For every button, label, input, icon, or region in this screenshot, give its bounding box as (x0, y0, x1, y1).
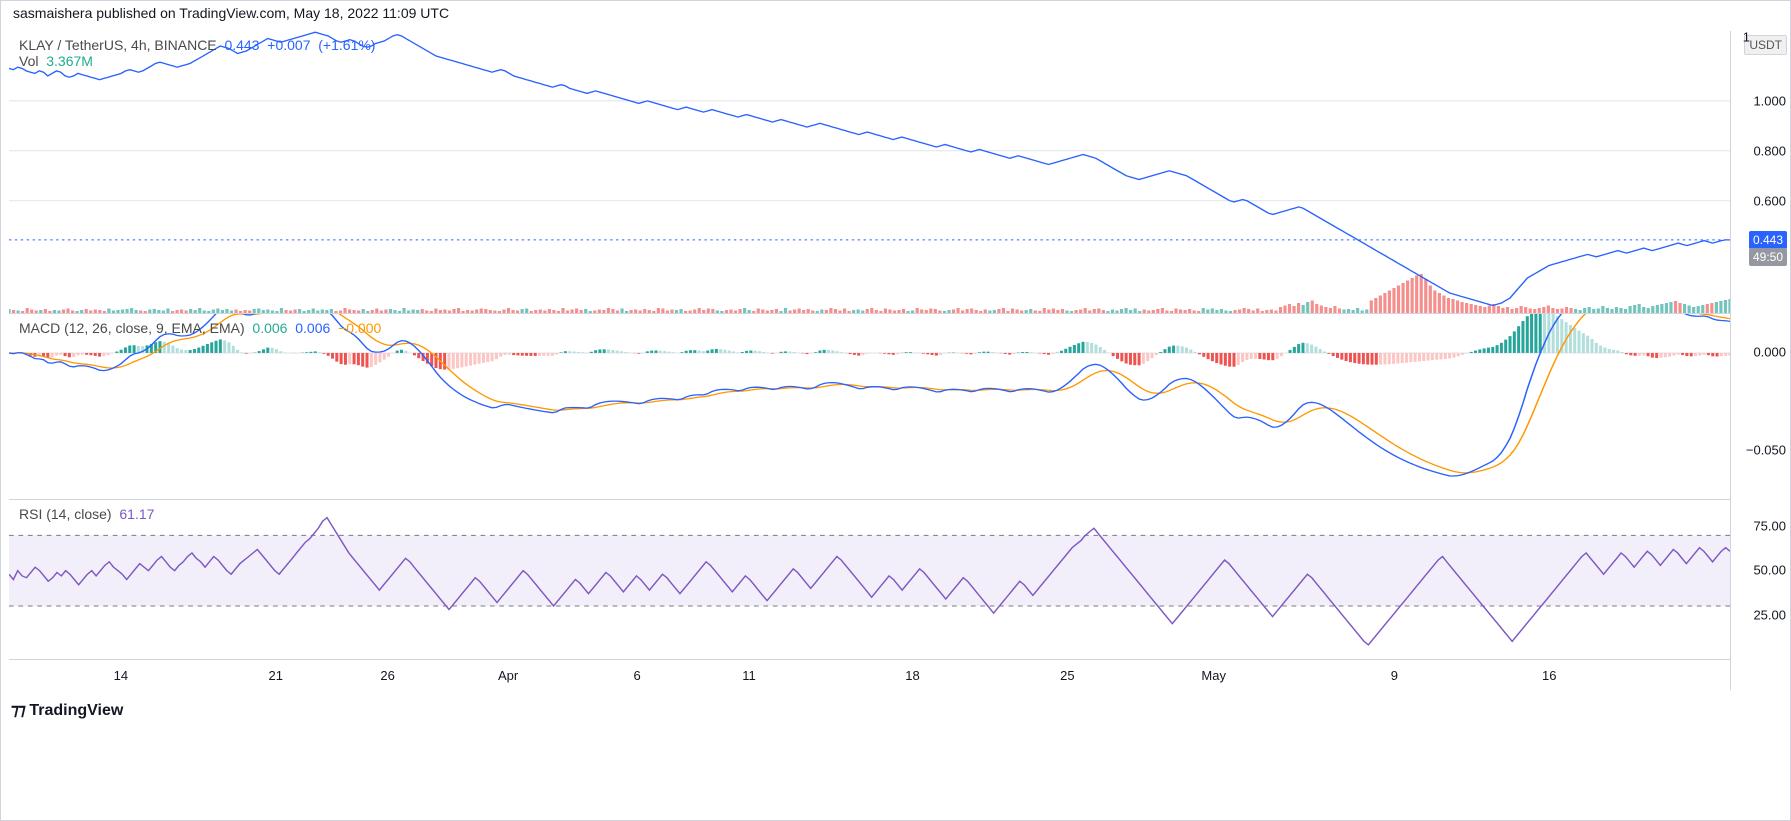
xtick: 11 (742, 668, 756, 683)
xtick: 14 (114, 668, 128, 683)
xtick: May (1201, 668, 1226, 683)
chart-container: sasmaishera published on TradingView.com… (0, 0, 1791, 821)
ytick: 1.000 (1753, 93, 1786, 108)
brand-label: TradingView (29, 702, 123, 719)
macd-val: 0.006 (295, 320, 330, 336)
ytick: 0.800 (1753, 143, 1786, 158)
unit-badge: USDT (1744, 35, 1787, 55)
price-chart-svg (9, 31, 1730, 313)
rsi-title: RSI (14, close) 61.17 (19, 506, 154, 522)
price-change-pct: (+1.61%) (318, 37, 375, 53)
vol-label: Vol (19, 53, 38, 69)
macd-title: MACD (12, 26, close, 9, EMA, EMA) 0.006 … (19, 320, 381, 336)
chart-panels[interactable]: KLAY / TetherUS, 4h, BINANCE 0.443 +0.00… (9, 31, 1730, 690)
ytick: 0.000 (1753, 345, 1786, 360)
ytick: 75.00 (1753, 518, 1786, 533)
xtick: 9 (1391, 668, 1398, 683)
ytick: 1 (1743, 30, 1750, 45)
ytick: 0.600 (1753, 193, 1786, 208)
xtick: 16 (1542, 668, 1556, 683)
tradingview-logo: ⁊⁊ TradingView (11, 700, 123, 720)
xtick: Apr (498, 668, 518, 683)
tv-icon: ⁊⁊ (11, 702, 25, 719)
published-header: sasmaishera published on TradingView.com… (1, 1, 1790, 25)
macd-label: MACD (12, 26, close, 9, EMA, EMA) (19, 320, 245, 336)
xtick: 21 (269, 668, 283, 683)
price-badge: 0.443 (1749, 231, 1787, 249)
rsi-chart-svg (9, 500, 1730, 659)
rsi-panel[interactable]: RSI (14, close) 61.17 (9, 499, 1730, 659)
last-price: 0.443 (224, 37, 259, 53)
ytick: 25.00 (1753, 607, 1786, 622)
macd-hist-val: 0.006 (252, 320, 287, 336)
xtick: 6 (634, 668, 641, 683)
y-axis: USDT 0.600 0.800 1.000 1 0.44349:50 0.000 −0.… (1730, 31, 1790, 690)
y-axis-rsi: 25.00 50.00 75.00 (1731, 499, 1790, 659)
vol-value: 3.367M (46, 53, 93, 69)
price-title: KLAY / TetherUS, 4h, BINANCE 0.443 +0.00… (19, 37, 375, 69)
symbol-label: KLAY / TetherUS, 4h, BINANCE (19, 37, 217, 53)
countdown-badge: 49:50 (1749, 248, 1787, 266)
price-panel[interactable]: KLAY / TetherUS, 4h, BINANCE 0.443 +0.00… (9, 31, 1730, 313)
price-change: +0.007 (267, 37, 310, 53)
rsi-label: RSI (14, close) (19, 506, 112, 522)
xtick: 25 (1060, 668, 1074, 683)
ytick: −0.050 (1746, 443, 1786, 458)
x-axis: 14 21 26 Apr 6 11 18 25 May 9 16 (9, 659, 1730, 689)
y-axis-macd: 0.000 −0.050 (1731, 313, 1790, 499)
xtick: 18 (905, 668, 919, 683)
macd-chart-svg (9, 314, 1730, 499)
y-axis-price: USDT 0.600 0.800 1.000 1 0.44349:50 (1731, 31, 1790, 313)
macd-signal-val: −0.000 (338, 320, 381, 336)
ytick: 50.00 (1753, 563, 1786, 578)
macd-panel[interactable]: MACD (12, 26, close, 9, EMA, EMA) 0.006 … (9, 313, 1730, 499)
rsi-value: 61.17 (119, 506, 154, 522)
xtick: 26 (380, 668, 394, 683)
